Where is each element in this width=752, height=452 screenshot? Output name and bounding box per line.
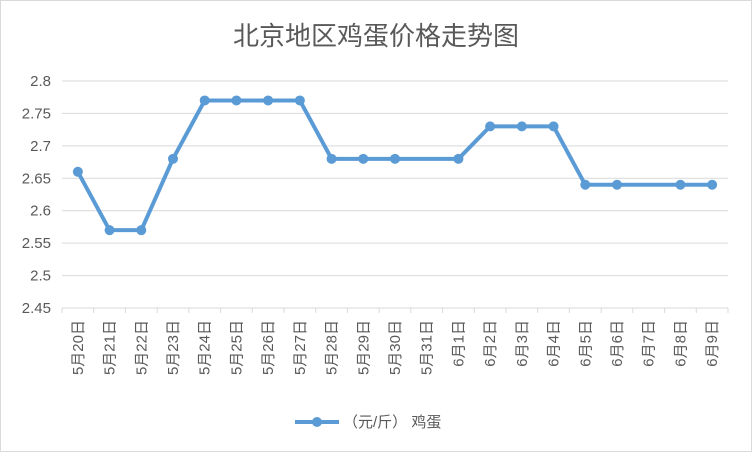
y-tick-label: 2.65 [22,170,51,187]
x-tick-label: 6月2日 [482,320,499,367]
x-tick-label: 6月9日 [704,320,721,367]
x-tick-label: 5月21日 [102,320,119,375]
x-tick-label: 5月30日 [387,320,404,375]
y-tick-label: 2.55 [22,235,51,252]
x-tick-label: 6月6日 [609,320,626,367]
y-tick-label: 2.6 [30,203,51,220]
data-point [72,166,83,177]
x-tick-label: 5月31日 [419,320,436,375]
legend-label: （元/斤） 鸡蛋 [343,414,441,431]
x-tick-label: 6月5日 [577,320,594,367]
x-tick-label: 5月25日 [228,320,245,375]
data-point [453,153,464,164]
data-point [136,225,147,236]
x-tick-label: 5月29日 [355,320,372,375]
data-point [675,179,686,190]
data-point [263,95,274,106]
x-tick-label: 6月7日 [641,320,658,367]
y-tick-label: 2.8 [30,73,51,90]
x-tick-label: 5月28日 [324,320,341,375]
x-tick-label: 5月26日 [260,320,277,375]
x-tick-label: 5月22日 [133,320,150,375]
x-tick-label: 5月24日 [197,320,214,375]
x-tick-label: 5月23日 [165,320,182,375]
data-point [231,95,242,106]
legend: （元/斤） 鸡蛋 [295,414,441,431]
chart-title: 北京地区鸡蛋价格走势图 [233,21,519,51]
data-point [580,179,591,190]
data-point [326,153,337,164]
data-point [199,95,210,106]
data-point [485,121,496,132]
data-point [294,95,305,106]
series-egg-price [72,95,718,236]
y-tick-label: 2.45 [22,300,51,317]
data-point [548,121,559,132]
data-point [104,225,115,236]
y-tick-label: 2.5 [30,268,51,285]
legend-marker [312,417,322,427]
y-tick-label: 2.7 [30,138,51,155]
data-point [168,153,178,164]
gridlines [61,80,729,313]
x-axis-tick-labels: 5月20日 5月21日 5月22日 5月23日 5月24日 5月25日 5月26日 5月27日… [70,320,721,375]
x-tick-label: 6月1日 [450,320,467,367]
x-tick-label: 6月8日 [672,320,689,367]
data-point [358,153,369,164]
x-tick-label: 5月27日 [292,320,309,375]
x-tick-label: 6月3日 [514,320,531,367]
x-tick-label: 5月20日 [70,320,87,375]
data-point [612,179,622,190]
y-axis-tick-labels: 2.8 2.75 2.7 2.65 2.6 2.55 2.5 2.45 [22,73,51,317]
data-point [516,121,527,132]
data-point [707,179,718,190]
data-point [390,153,400,164]
x-tick-label: 6月4日 [546,320,563,367]
y-tick-label: 2.75 [22,105,51,122]
